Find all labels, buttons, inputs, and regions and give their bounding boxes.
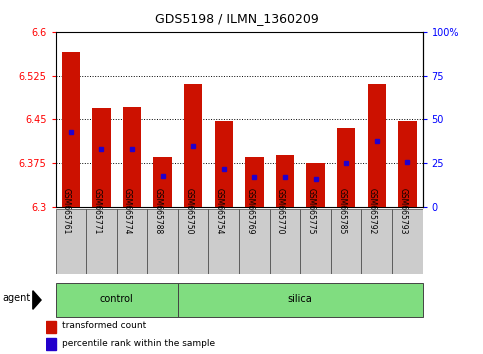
Bar — [300, 209, 331, 274]
Text: GSM665785: GSM665785 — [337, 188, 346, 234]
Bar — [92, 108, 111, 207]
Bar — [331, 209, 361, 274]
Text: GSM665754: GSM665754 — [215, 188, 224, 234]
Text: GSM665792: GSM665792 — [368, 188, 377, 234]
Bar — [117, 209, 147, 274]
Bar — [56, 283, 178, 317]
Bar — [86, 209, 117, 274]
Text: percentile rank within the sample: percentile rank within the sample — [62, 339, 215, 348]
Bar — [56, 209, 86, 274]
Bar — [392, 209, 423, 274]
Text: GSM665761: GSM665761 — [62, 188, 71, 234]
Bar — [337, 128, 355, 207]
Bar — [270, 209, 300, 274]
Text: agent: agent — [2, 293, 30, 303]
Bar — [398, 121, 416, 207]
Bar — [214, 121, 233, 207]
Text: GSM665770: GSM665770 — [276, 188, 285, 234]
Bar — [147, 209, 178, 274]
Bar — [178, 283, 423, 317]
Text: control: control — [100, 294, 134, 304]
Text: GSM665750: GSM665750 — [184, 188, 193, 234]
Bar — [245, 158, 264, 207]
Text: GDS5198 / ILMN_1360209: GDS5198 / ILMN_1360209 — [155, 12, 319, 25]
Bar — [62, 52, 80, 207]
Text: GSM665788: GSM665788 — [154, 188, 163, 234]
Text: transformed count: transformed count — [62, 321, 146, 331]
Text: GSM665771: GSM665771 — [92, 188, 101, 234]
Bar — [123, 107, 141, 207]
Text: GSM665774: GSM665774 — [123, 188, 132, 234]
Text: GSM665769: GSM665769 — [245, 188, 255, 234]
Text: GSM665793: GSM665793 — [398, 188, 407, 234]
Bar — [209, 209, 239, 274]
Bar — [276, 155, 294, 207]
Bar — [361, 209, 392, 274]
Bar — [154, 158, 172, 207]
Bar — [306, 163, 325, 207]
Text: silica: silica — [288, 294, 313, 304]
Bar — [46, 321, 57, 333]
Bar — [178, 209, 209, 274]
Bar — [239, 209, 270, 274]
Bar — [46, 338, 57, 349]
Bar — [368, 85, 386, 207]
Bar — [184, 85, 202, 207]
Polygon shape — [33, 291, 41, 309]
Text: GSM665775: GSM665775 — [307, 188, 315, 234]
